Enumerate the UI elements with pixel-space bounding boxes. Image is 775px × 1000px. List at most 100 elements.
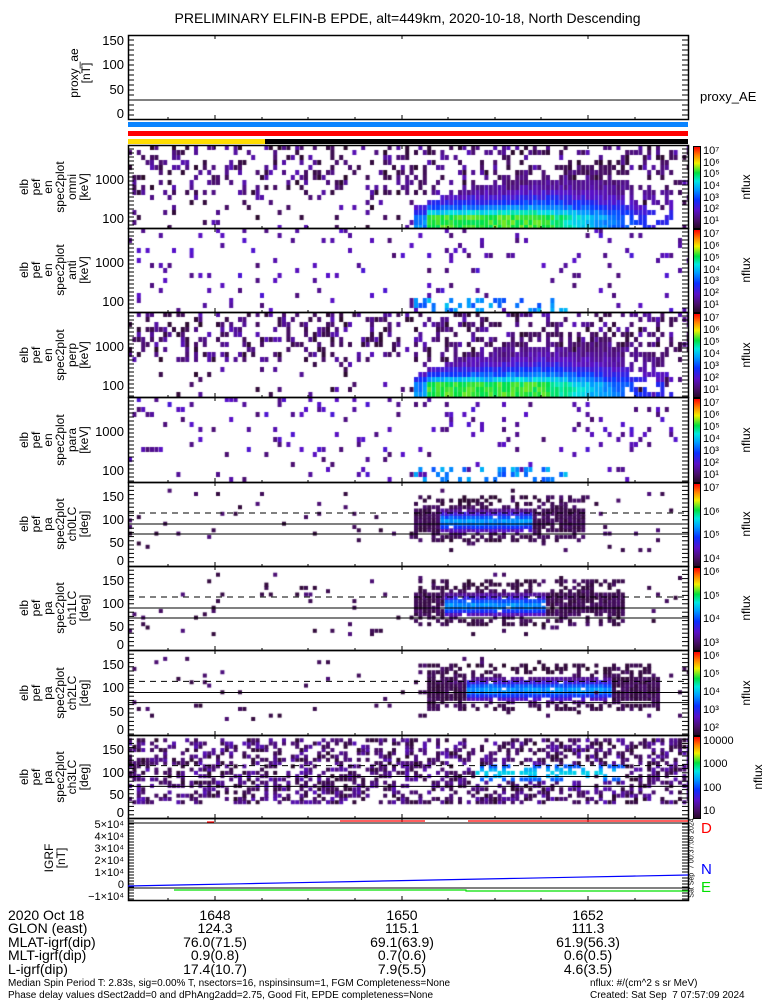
colorbar-tick: 10¹ xyxy=(703,215,719,227)
footer-right-line: nflux: #/(cm^2 s sr MeV) xyxy=(590,978,698,989)
colorbar-tick: 10² xyxy=(703,372,719,384)
igrf-legend-E: E xyxy=(701,879,712,896)
xaxis-value: 0.6(0.5) xyxy=(563,947,613,964)
xaxis-value: 17.4(10.7) xyxy=(183,960,247,977)
colorbar-tick: 10¹ xyxy=(703,469,719,481)
pitch-angle-ytick: 50 xyxy=(109,535,124,550)
pitch-angle-ytick: 100 xyxy=(102,764,124,780)
pitch-angle-ytick: 150 xyxy=(102,573,124,588)
xaxis-value: 61.9(56.3) xyxy=(556,933,620,950)
xaxis-row-label: MLT-igrf(dip) xyxy=(8,947,87,964)
pitch-angle-ytick: 0 xyxy=(116,805,124,821)
colorbar-tick: 10⁷ xyxy=(703,397,720,409)
pitch-angle-ytick: 100 xyxy=(102,680,124,696)
energy-panel-frame-2 xyxy=(127,311,690,399)
igrf-ytick: 3×10⁴ xyxy=(94,843,124,855)
xaxis-value: 4.6(3.5) xyxy=(563,960,613,977)
proxy-ae-frame xyxy=(127,34,690,121)
energy-ytick-100: 100 xyxy=(102,378,124,393)
energy-spectrogram-1 xyxy=(128,228,688,312)
colorbar-tick: 10⁶ xyxy=(703,239,720,252)
footer-left-line: Median Spin Period T: 2.83s, sig=0.00% T… xyxy=(8,978,451,989)
proxy-ae-ytick: 50 xyxy=(109,82,124,97)
energy-ytick-100: 100 xyxy=(102,211,124,226)
igrf-ytick: 0 xyxy=(117,879,124,891)
pitch-angle-ytick: 150 xyxy=(102,657,124,673)
proxy-ae-legend: proxy_AE xyxy=(700,89,757,104)
colorbar-tick: 10³ xyxy=(703,445,719,457)
footer-left-line: Phase delay values dSect2add=0 and dPhAn… xyxy=(8,989,434,1000)
colorbar-energy-0 xyxy=(693,146,701,229)
xaxis-value: 1652 xyxy=(572,907,604,923)
pitch-angle-ytick: 50 xyxy=(109,619,124,634)
igrf-n-line xyxy=(127,874,689,887)
xaxis-value: 0.7(0.6) xyxy=(377,947,427,964)
energy-ytick-1000: 1000 xyxy=(95,172,124,187)
igrf-ytick: 2×10⁴ xyxy=(94,855,124,867)
xaxis-row-label: L-igrf(dip) xyxy=(8,960,68,977)
colorbar-tick: 10⁴ xyxy=(703,686,720,698)
igrf-legend-N: N xyxy=(701,861,712,878)
energy-ytick-1000: 1000 xyxy=(95,255,124,270)
pitch-angle-ytick: 0 xyxy=(116,637,124,652)
colorbar-tick: 10³ xyxy=(703,704,719,716)
xaxis-value: 69.1(63.9) xyxy=(370,933,434,950)
colorbar-pa-0 xyxy=(693,483,701,567)
igrf-e-line xyxy=(174,889,688,892)
colorbar-tick: 10⁵ xyxy=(703,251,720,264)
energy-spectrogram-0 xyxy=(128,145,688,228)
xaxis-value: 111.3 xyxy=(571,920,605,937)
proxy-ae-ytick: 150 xyxy=(102,33,124,48)
colorbar-energy-2 xyxy=(693,313,701,398)
xaxis-value: 1650 xyxy=(386,907,418,923)
colorbar-tick: 10000 xyxy=(703,735,734,747)
pitch-angle-ytick: 50 xyxy=(109,703,124,719)
xaxis-value: 1648 xyxy=(199,907,231,923)
colorbar-tick: 10⁴ xyxy=(703,348,720,360)
pitch-angle-ytick: 100 xyxy=(102,596,124,611)
colorbar-tick: 10 xyxy=(703,805,716,817)
energy-panel-frame-3 xyxy=(127,396,690,484)
igrf-ytick: 5×10⁴ xyxy=(94,819,124,831)
proxy-ae-ytick: 100 xyxy=(102,57,124,72)
xaxis-value: 124.3 xyxy=(197,920,233,937)
colorbar-tick: 10⁴ xyxy=(703,263,720,276)
colorbar-tick: 10⁵ xyxy=(703,589,720,602)
colorbar-tick: 10⁵ xyxy=(703,529,720,542)
status-bar-3a xyxy=(128,139,265,144)
pitch-angle-ytick: 150 xyxy=(102,741,124,757)
colorbar-tick: 10⁴ xyxy=(703,180,720,192)
colorbar-tick: 1000 xyxy=(703,758,728,771)
colorbar-tick: 10¹ xyxy=(703,384,719,396)
pitch-angle-ytick: 0 xyxy=(116,553,124,568)
energy-panel-frame-0 xyxy=(127,144,690,230)
energy-spectrogram-3 xyxy=(128,397,688,482)
status-bar-1 xyxy=(128,122,688,127)
colorbar-tick: 10⁷ xyxy=(703,482,720,494)
proxy-ae-ytick: 0 xyxy=(116,106,124,121)
xaxis-row-label: 2020 Oct 18 xyxy=(8,907,85,923)
xaxis-value: 0.9(0.8) xyxy=(190,947,240,964)
colorbar-tick: 10³ xyxy=(703,637,719,649)
footer-right-line: Created: Sat Sep 7 07:57:09 2024 xyxy=(590,989,745,1000)
colorbar-tick: 10² xyxy=(703,203,719,216)
colorbar-tick: 10⁷ xyxy=(703,145,720,157)
colorbar-tick: 10⁷ xyxy=(703,228,720,240)
colorbar-pa-2 xyxy=(693,651,701,736)
colorbar-tick: 10² xyxy=(703,457,719,469)
colorbar-tick: 10⁴ xyxy=(703,553,720,565)
colorbar-tick: 10³ xyxy=(703,360,719,372)
colorbar-tick: 10⁶ xyxy=(703,566,720,578)
xaxis-row-label: MLAT-igrf(dip) xyxy=(8,933,96,950)
colorbar-tick: 10³ xyxy=(703,191,719,204)
xaxis-value: 7.9(5.5) xyxy=(377,960,427,977)
pitch-angle-ytick: 150 xyxy=(102,489,124,504)
colorbar-tick: 10⁵ xyxy=(703,336,720,348)
colorbar-tick: 10⁵ xyxy=(703,668,720,680)
colorbar-tick: 10⁶ xyxy=(703,409,720,421)
igrf-ytick: 1×10⁴ xyxy=(94,867,124,879)
colorbar-tick: 10³ xyxy=(703,275,719,288)
colorbar-tick: 10² xyxy=(703,722,719,734)
energy-ytick-100: 100 xyxy=(102,463,124,478)
